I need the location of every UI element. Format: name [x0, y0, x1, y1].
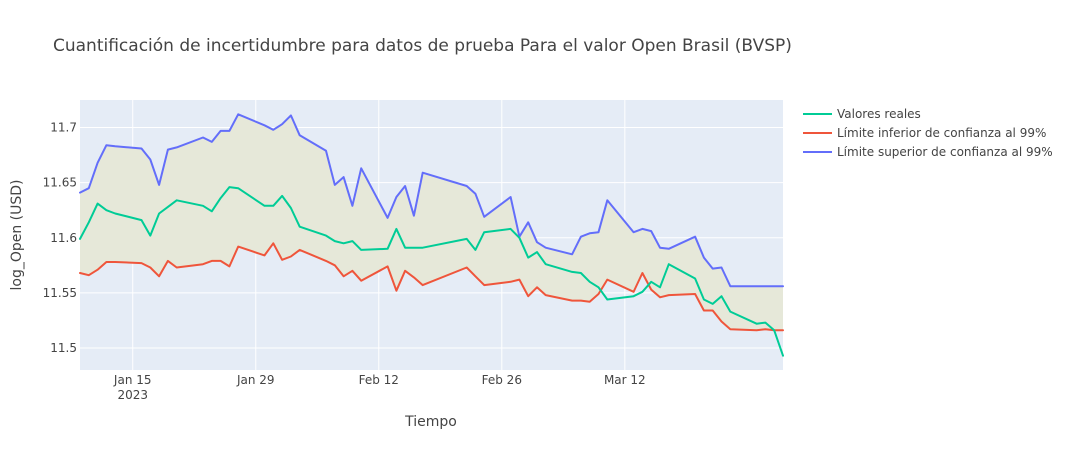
legend-label-2: Límite superior de confianza al 99% [837, 145, 1053, 159]
legend-item-2[interactable]: Límite superior de confianza al 99% [803, 145, 1053, 159]
legend-item-1[interactable]: Límite inferior de confianza al 99% [803, 126, 1046, 140]
x-axis-title: Tiempo [404, 414, 457, 430]
y-tick-label-4: 11.7 [50, 121, 77, 135]
y-tick-label-3: 11.65 [43, 176, 77, 190]
legend-label-0: Valores reales [837, 107, 921, 121]
x-tick-sublabel-0: 2023 [117, 388, 148, 402]
y-tick-label-2: 11.6 [50, 231, 77, 245]
y-tick-label-1: 11.55 [43, 286, 77, 300]
legend-label-1: Límite inferior de confianza al 99% [837, 126, 1046, 140]
legend[interactable]: Valores reales Límite inferior de confian… [803, 107, 1053, 159]
y-axis-ticks: 11.5 11.55 11.6 11.65 11.7 [43, 121, 77, 355]
x-tick-label-4: Mar 12 [604, 373, 646, 387]
series-line-1 [79, 242, 784, 332]
confidence-band-area [80, 114, 783, 331]
series-line-2 [79, 113, 784, 288]
chart-title: Cuantificación de incertidumbre para dat… [53, 36, 792, 56]
y-axis-title: log_Open (USD) [9, 179, 25, 290]
x-tick-label-0: Jan 15 [113, 373, 152, 387]
confidence-band [80, 114, 783, 331]
series-line-0 [79, 186, 784, 357]
x-tick-label-1: Jan 29 [236, 373, 275, 387]
x-tick-label-3: Feb 26 [482, 373, 522, 387]
legend-item-0[interactable]: Valores reales [803, 107, 921, 121]
y-tick-label-0: 11.5 [50, 341, 77, 355]
series-lines [79, 113, 784, 357]
x-tick-label-2: Feb 12 [359, 373, 399, 387]
